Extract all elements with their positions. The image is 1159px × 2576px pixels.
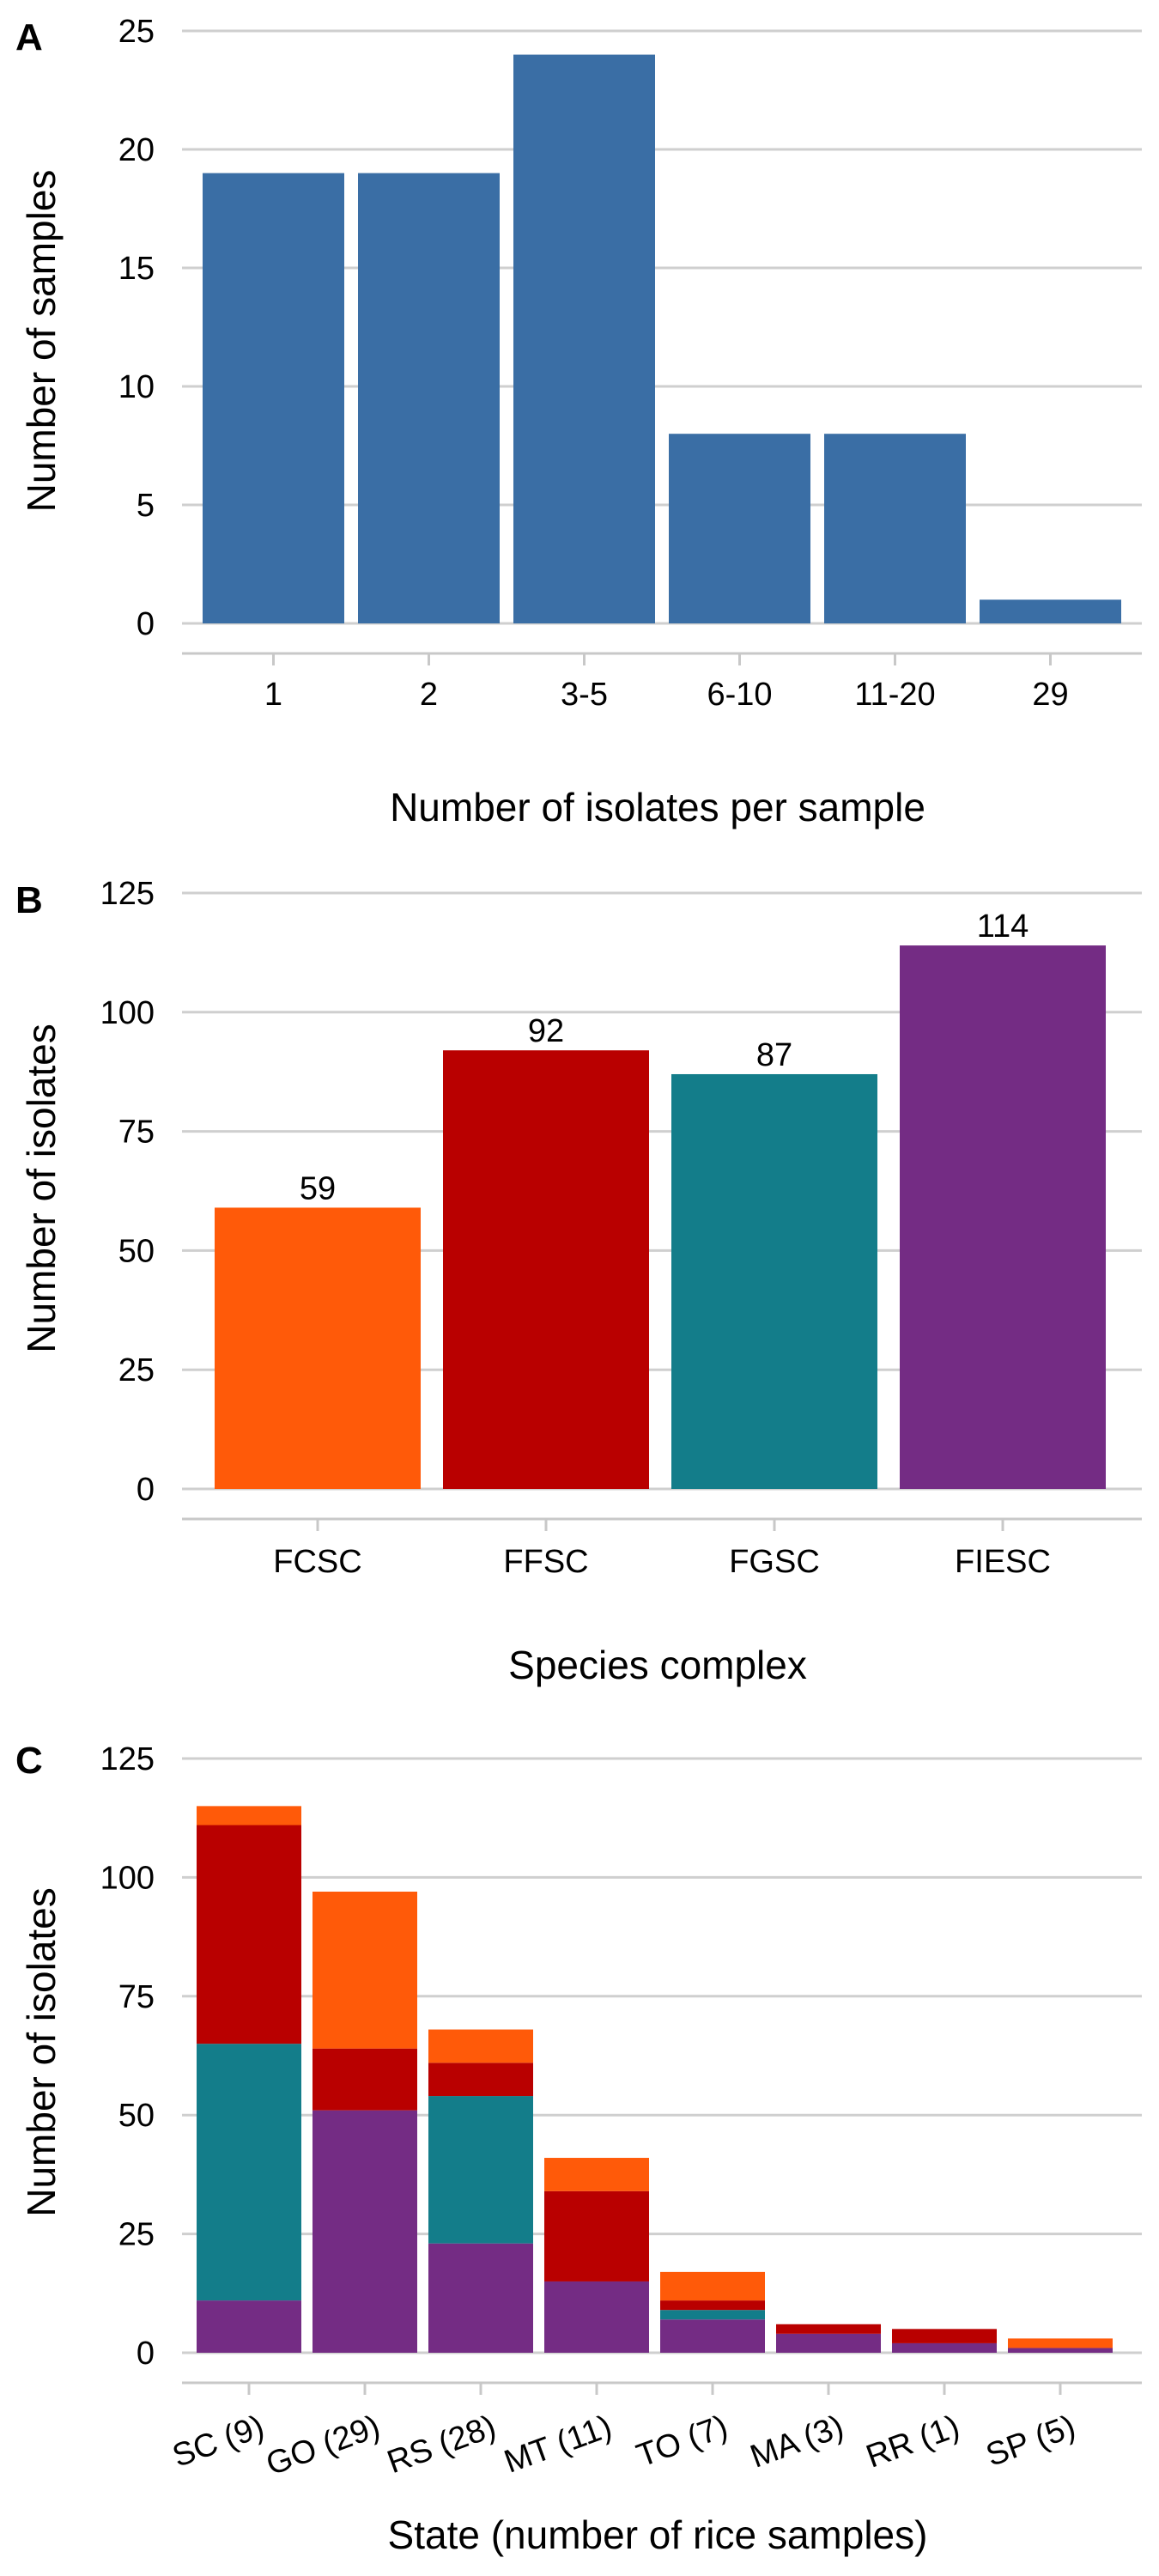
bar-segment <box>660 2310 765 2320</box>
bar-segment <box>544 2190 649 2281</box>
bar <box>215 1207 421 1489</box>
bar-segment <box>428 2243 533 2353</box>
bar <box>669 434 810 623</box>
bar-segment <box>313 2110 417 2353</box>
bar-segment <box>428 2096 533 2244</box>
y-tick-label: 100 <box>100 995 155 1031</box>
bar-segment <box>197 1806 301 1826</box>
x-tick-label: MT (11) <box>500 2409 616 2481</box>
y-tick-label: 75 <box>118 1115 155 1151</box>
x-tick-label: 3-5 <box>561 677 608 713</box>
x-tick-label: 2 <box>420 677 438 713</box>
x-tick-label: FGSC <box>729 1544 820 1580</box>
panel-a-x-ticks: 1 2 3-5 6-10 11-20 29 <box>264 653 1069 713</box>
x-tick-label: MA (3) <box>746 2409 849 2476</box>
panel-a-x-axis-title: Number of isolates per sample <box>390 785 925 829</box>
panel-b-x-axis-title: Species complex <box>508 1643 807 1687</box>
x-tick-label: SC (9) <box>168 2409 270 2475</box>
y-tick-label: 20 <box>118 132 155 168</box>
x-tick-label: 11-20 <box>854 677 935 713</box>
bar-segment <box>197 1825 301 2044</box>
panel-c: C 0 25 50 75 100 125 SC (9)GO (29)RS (28)MT (… <box>15 1740 1142 2557</box>
y-tick-label: 0 <box>137 606 155 642</box>
bar-segment <box>776 2333 881 2353</box>
y-tick-label: 125 <box>100 1741 155 1777</box>
bar-segment <box>197 2044 301 2301</box>
y-tick-label: 50 <box>118 1233 155 1269</box>
panel-a-bars <box>203 54 1121 624</box>
panel-b-data-labels: 59 92 87 114 <box>300 908 1029 1206</box>
x-tick-label: TO (7) <box>632 2409 732 2475</box>
x-tick-label: FFSC <box>503 1544 588 1580</box>
y-tick-label: 125 <box>100 876 155 912</box>
x-tick-label: RR (1) <box>862 2409 965 2476</box>
bar-segment <box>1008 2348 1113 2353</box>
bar-segment <box>313 2048 417 2111</box>
data-label: 87 <box>756 1037 792 1073</box>
x-tick-label: FCSC <box>273 1544 361 1580</box>
x-tick-label: 6-10 <box>707 677 772 713</box>
panel-a-y-axis-title: Number of samples <box>19 170 64 513</box>
y-tick-label: 0 <box>137 2336 155 2372</box>
x-tick-label: SP (5) <box>981 2409 1080 2474</box>
bar <box>203 173 344 624</box>
y-tick-label: 10 <box>118 369 155 405</box>
x-tick-label: 1 <box>264 677 282 713</box>
bar <box>980 599 1121 623</box>
bar-segment <box>892 2342 997 2353</box>
y-tick-label: 25 <box>118 2217 155 2253</box>
bar-segment <box>660 2271 765 2301</box>
panel-b-y-axis-title: Number of isolates <box>19 1024 64 1353</box>
panel-letter-c: C <box>15 1740 43 1782</box>
panel-letter-b: B <box>15 879 43 921</box>
panel-letter-a: A <box>15 16 43 58</box>
bar-segment <box>1008 2338 1113 2348</box>
bar <box>671 1073 877 1489</box>
bar <box>513 54 655 624</box>
bar-segment <box>544 2158 649 2191</box>
y-tick-label: 15 <box>118 251 155 287</box>
bar-segment <box>544 2281 649 2353</box>
y-tick-label: 75 <box>118 1979 155 2015</box>
bar <box>443 1050 649 1489</box>
x-tick-label: FIESC <box>955 1544 1051 1580</box>
panel-c-y-ticks: 0 25 50 75 100 125 <box>100 1741 155 2372</box>
data-label: 59 <box>300 1170 336 1206</box>
panel-b-bars <box>215 945 1106 1489</box>
bar-segment <box>428 2029 533 2063</box>
x-tick-label: RS (28) <box>383 2409 501 2481</box>
bar-segment <box>660 2319 765 2353</box>
y-tick-label: 100 <box>100 1860 155 1896</box>
panel-a-y-ticks: 0 5 10 15 20 25 <box>118 14 155 642</box>
panel-c-x-axis-title: State (number of rice samples) <box>388 2512 928 2557</box>
panel-b-y-ticks: 0 25 50 75 100 125 <box>100 876 155 1508</box>
bar <box>358 173 500 624</box>
x-tick-label: 29 <box>1032 677 1068 713</box>
panel-c-y-axis-title: Number of isolates <box>19 1887 64 2217</box>
panel-b: B 59 92 87 114 0 25 50 75 100 125 FCSC FFSC FGSC FI… <box>15 876 1142 1687</box>
data-label: 114 <box>977 908 1029 945</box>
bar-segment <box>428 2063 533 2097</box>
x-tick-label: GO (29) <box>262 2409 385 2482</box>
y-tick-label: 25 <box>118 14 155 50</box>
bar-segment <box>892 2329 997 2343</box>
panel-c-bars <box>197 1806 1113 2353</box>
panel-a: A 0 5 10 15 20 25 1 2 3-5 6-10 11-20 29 Number of … <box>15 14 1142 829</box>
bar-segment <box>660 2300 765 2311</box>
panel-b-x-ticks: FCSC FFSC FGSC FIESC <box>273 1519 1051 1580</box>
y-tick-label: 5 <box>137 488 155 524</box>
bar-segment <box>197 2300 301 2353</box>
y-tick-label: 50 <box>118 2098 155 2134</box>
bar <box>824 434 966 623</box>
data-label: 92 <box>528 1013 564 1049</box>
y-tick-label: 25 <box>118 1352 155 1388</box>
bar-segment <box>313 1892 417 2049</box>
panel-c-x-ticks: SC (9)GO (29)RS (28)MT (11) TO (7) MA (3) R… <box>168 2383 1080 2482</box>
y-tick-label: 0 <box>137 1472 155 1508</box>
bar-segment <box>776 2324 881 2334</box>
bar <box>900 945 1106 1489</box>
